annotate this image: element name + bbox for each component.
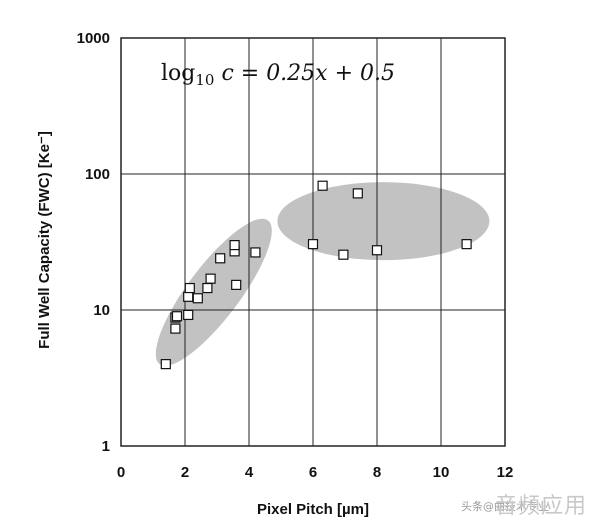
- x-tick-labels: 0 2 4 6 8 10 12: [117, 464, 514, 481]
- x-axis-title: Pixel Pitch [µm]: [257, 501, 369, 518]
- data-point: [250, 247, 261, 258]
- watermark-subtext: 头条@曲技术专业: [461, 500, 549, 513]
- data-point: [215, 253, 226, 264]
- x-tick-label: 10: [433, 464, 450, 481]
- formula-log: log: [161, 61, 195, 86]
- y-tick-label: 1: [102, 438, 110, 455]
- x-tick-label: 4: [245, 464, 254, 481]
- data-point: [205, 273, 216, 284]
- data-point: [307, 239, 319, 250]
- data-point: [317, 180, 328, 191]
- data-point: [183, 291, 194, 302]
- x-tick-label: 12: [497, 464, 514, 481]
- data-point: [371, 245, 383, 256]
- x-tick-label: 8: [373, 464, 381, 481]
- data-point: [229, 240, 240, 251]
- data-points: [160, 180, 472, 370]
- data-point: [171, 311, 183, 322]
- plot-frame: [120, 37, 506, 447]
- data-point: [192, 293, 203, 304]
- x-tick-label: 0: [117, 464, 125, 481]
- data-point: [160, 359, 171, 370]
- x-tick-label: 6: [309, 464, 317, 481]
- x-tick-label: 2: [181, 464, 189, 481]
- y-axis-title: Full Well Capacity (FWC) [Ke⁻]: [36, 131, 53, 349]
- data-point: [184, 282, 195, 294]
- cluster-ellipse-large-pitch: [277, 182, 490, 261]
- y-tick-label: 10: [93, 302, 110, 319]
- y-tick-label: 1000: [77, 30, 110, 47]
- data-point: [461, 239, 472, 250]
- watermark: 音频应用: [494, 494, 587, 519]
- data-point: [338, 249, 349, 260]
- formula-base: 10: [195, 71, 214, 89]
- data-point: [170, 323, 181, 334]
- y-tick-label: 100: [85, 166, 110, 183]
- data-point: [231, 279, 242, 290]
- data-point: [183, 309, 194, 321]
- formula-expression: c = 0.25x + 0.5: [214, 61, 395, 86]
- data-point: [352, 188, 363, 199]
- formula: log10 c = 0.25x + 0.5: [161, 61, 395, 89]
- y-tick-labels: 1 10 100 1000: [77, 30, 110, 455]
- gridlines: [121, 38, 505, 446]
- data-point: [202, 282, 213, 294]
